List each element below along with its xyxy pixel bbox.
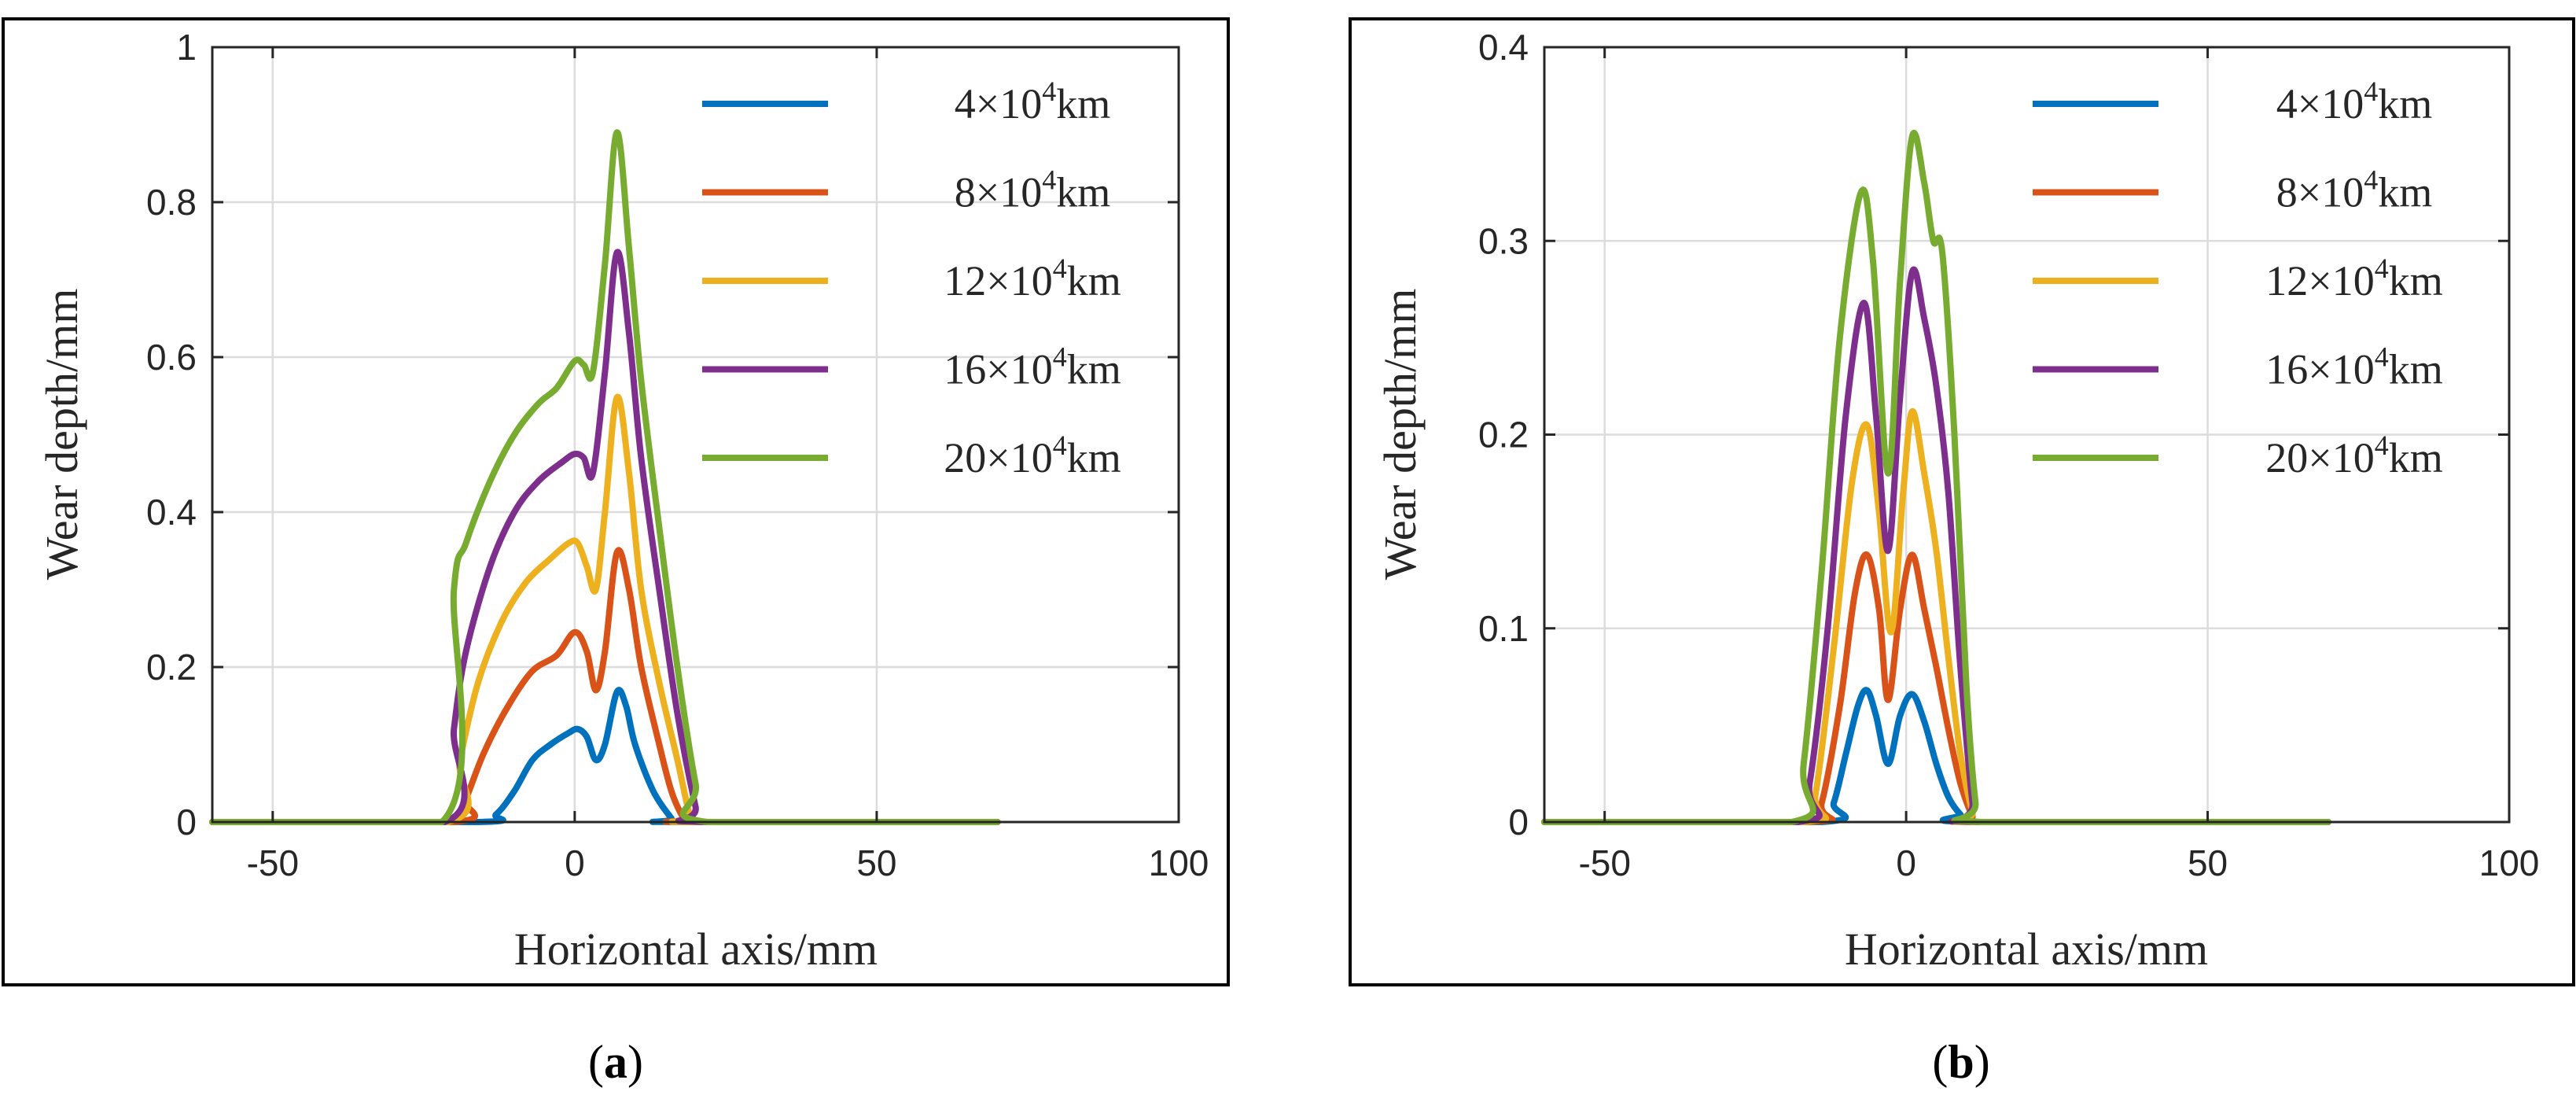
panel-a-legend-label-1: 4×104km — [955, 76, 1110, 127]
panel-a-x-tick-labels: -50 0 50 100 — [247, 842, 1209, 883]
panel-b: -50 0 50 100 0 0.1 0.2 0.3 0.4 4×104km 8×104km 12… — [1349, 17, 2575, 1088]
panel-a-y-tick-label: 0 — [176, 802, 197, 842]
panel-a-series-line-5 — [209, 129, 1001, 826]
panel-b-y-tick-label: 0.1 — [1478, 608, 1529, 649]
panel-a-legend-label-3: 12×104km — [944, 253, 1121, 304]
panel-b-x-tick-label: 0 — [1896, 842, 1916, 883]
panel-a-plot-frame — [211, 46, 1180, 824]
panel-a-y-tick-label: 1 — [176, 27, 197, 68]
panel-a-border — [2, 17, 1230, 986]
panel-b-y-tick-label: 0.2 — [1478, 415, 1529, 455]
panel-a-ticks — [212, 46, 1180, 824]
panel-b-y-tick-labels: 0 0.1 0.2 0.3 0.4 — [1478, 27, 1529, 842]
panel-a-y-tick-label: 0.2 — [146, 647, 197, 688]
panel-b-legend-label-1: 4×104km — [2276, 76, 2432, 127]
panel-a-y-tick-label: 0.6 — [146, 337, 197, 378]
panel-b-y-axis-label: Wear depth/mm — [1374, 289, 1426, 581]
panel-a-legend: 4×104km 8×104km 12×104km 16×104km 20×104km — [702, 76, 1121, 481]
panel-b-x-axis-label: Horizontal axis/mm — [1845, 924, 2208, 975]
panel-a-y-axis-label: Wear depth/mm — [36, 289, 87, 581]
panel-a-caption: (a) — [588, 1036, 643, 1088]
panel-b-caption: (b) — [1932, 1036, 1989, 1088]
panel-a-y-tick-label: 0.8 — [146, 182, 197, 223]
panel-b-series-lines — [1541, 130, 2331, 826]
panel-a-x-tick-label: 0 — [565, 842, 585, 883]
panel-a-legend-label-2: 8×104km — [955, 164, 1110, 216]
panel-a-y-tick-labels: 0 0.2 0.4 0.6 0.8 1 — [146, 27, 197, 842]
panel-b-x-tick-label: 100 — [2479, 842, 2540, 883]
panel-b-series-line-1 — [1541, 687, 2331, 826]
panel-b-series-line-2 — [1541, 551, 2331, 826]
panel-b-legend-label-4: 16×104km — [2265, 341, 2442, 393]
panel-b-legend-label-5: 20×104km — [2265, 429, 2442, 481]
panel-a-legend-label-4: 16×104km — [944, 341, 1121, 393]
panel-b-x-tick-label: 50 — [2188, 842, 2228, 883]
panel-b-border — [1349, 17, 2575, 986]
panel-b-legend-label-2: 8×104km — [2276, 164, 2432, 216]
panel-a-series-line-1 — [209, 687, 1001, 826]
panel-a: -50 0 50 100 0 0.2 0.4 0.6 0.8 1 4×104km 8×104km 1… — [2, 17, 1230, 1088]
panel-a-x-tick-label: 100 — [1149, 842, 1209, 883]
panel-b-y-tick-label: 0 — [1508, 802, 1529, 842]
panel-a-series-line-3 — [209, 393, 1001, 826]
panel-a-x-axis-label: Horizontal axis/mm — [514, 924, 878, 975]
panel-b-x-tick-labels: -50 0 50 100 — [1578, 842, 2539, 883]
panel-a-series-lines — [209, 129, 1001, 826]
panel-a-y-tick-label: 0.4 — [146, 492, 197, 533]
panel-b-legend-label-3: 12×104km — [2265, 253, 2442, 304]
panel-a-series-line-2 — [209, 547, 1001, 826]
panel-b-legend: 4×104km 8×104km 12×104km 16×104km 20×104km — [2033, 76, 2443, 481]
panel-a-x-tick-label: 50 — [856, 842, 896, 883]
panel-b-series-line-5 — [1541, 130, 2331, 826]
panel-b-y-tick-label: 0.4 — [1478, 27, 1529, 68]
panel-b-ticks — [1544, 46, 2511, 824]
panel-a-legend-label-5: 20×104km — [944, 429, 1121, 481]
panel-a-x-tick-label: -50 — [247, 842, 299, 883]
panel-b-x-tick-label: -50 — [1578, 842, 1630, 883]
panel-b-y-tick-label: 0.3 — [1478, 220, 1529, 261]
